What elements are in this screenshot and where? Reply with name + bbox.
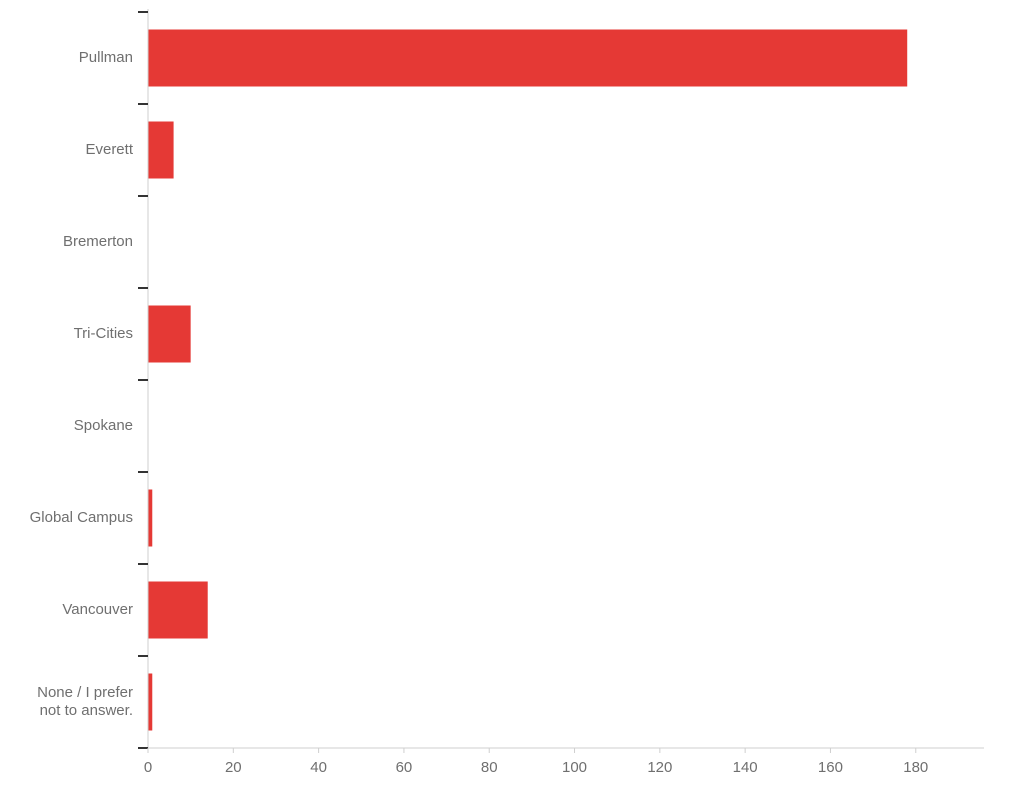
- bar-1: [148, 121, 174, 179]
- category-label-4: Spokane: [74, 417, 133, 434]
- bar-5: [148, 489, 153, 547]
- bar-6: [148, 581, 208, 639]
- category-label-0: Pullman: [79, 49, 133, 66]
- axes-layer: [138, 9, 984, 753]
- x-tick-label-4: 80: [481, 759, 498, 776]
- x-tick-label-6: 120: [647, 759, 672, 776]
- category-label-line: Tri-Cities: [74, 325, 133, 342]
- x-tick-labels-layer: 0 20 40 60 80 100 120 140 160 180: [144, 759, 928, 776]
- category-label-6: Vancouver: [62, 601, 133, 618]
- x-tick-label-7: 140: [733, 759, 758, 776]
- category-label-line: not to answer.: [40, 702, 133, 719]
- category-label-line: Bremerton: [63, 233, 133, 250]
- category-label-1: Everett: [85, 141, 133, 158]
- x-tick-label-5: 100: [562, 759, 587, 776]
- bar-7: [148, 673, 153, 731]
- category-label-line: Vancouver: [62, 601, 133, 618]
- bar-3: [148, 305, 191, 363]
- category-label-3: Tri-Cities: [74, 325, 133, 342]
- x-tick-label-9: 180: [903, 759, 928, 776]
- x-tick-label-3: 60: [396, 759, 413, 776]
- category-label-line: Spokane: [74, 417, 133, 434]
- x-tick-label-0: 0: [144, 759, 152, 776]
- category-label-line: Global Campus: [30, 509, 133, 526]
- x-tick-label-1: 20: [225, 759, 242, 776]
- category-label-line: Everett: [85, 141, 133, 158]
- bar-0: [148, 29, 908, 87]
- category-label-line: None / I prefer: [37, 684, 133, 701]
- category-labels-layer: Pullman Everett Bremerton Tri-Cities Spokane…: [30, 49, 134, 719]
- category-label-line: Pullman: [79, 49, 133, 66]
- category-label-2: Bremerton: [63, 233, 133, 250]
- category-label-5: Global Campus: [30, 509, 133, 526]
- bars-layer: [148, 29, 908, 731]
- x-tick-label-2: 40: [310, 759, 327, 776]
- category-label-7: None / I prefer not to answer.: [37, 684, 133, 719]
- x-tick-label-8: 160: [818, 759, 843, 776]
